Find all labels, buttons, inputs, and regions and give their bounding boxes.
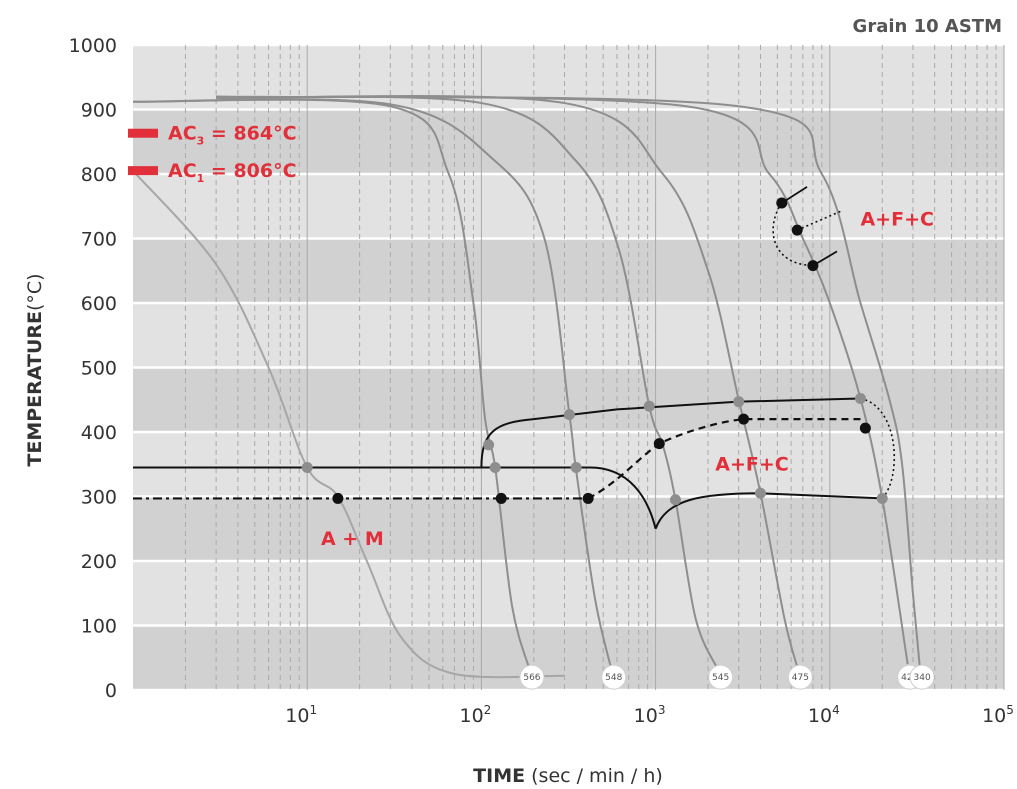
region-label: A+F+C bbox=[715, 454, 788, 476]
ac-label: AC1 = 806°C bbox=[168, 160, 297, 185]
y-tick-label: 300 bbox=[81, 487, 117, 509]
bainite-start-line bbox=[480, 397, 861, 468]
curve-point bbox=[733, 396, 745, 408]
curve-point bbox=[876, 492, 888, 504]
hardness-marker bbox=[601, 664, 627, 690]
chart-labels: 5665485454754263400100200300400500600700… bbox=[24, 16, 1014, 787]
dotted-boundary bbox=[860, 397, 896, 499]
cooling-curve-548 bbox=[132, 98, 613, 671]
curve-point bbox=[563, 409, 575, 421]
data-points bbox=[301, 197, 888, 506]
hardness-label: 548 bbox=[605, 673, 622, 683]
ac-marker bbox=[128, 166, 158, 176]
transformation-point bbox=[776, 197, 788, 209]
cooling-curve-545 bbox=[216, 95, 720, 672]
transformation-point bbox=[582, 492, 594, 504]
band bbox=[133, 496, 1004, 561]
y-tick-label: 0 bbox=[105, 680, 117, 702]
transformation-point bbox=[807, 260, 819, 272]
x-tick-label: 104 bbox=[808, 703, 840, 727]
x-tick-label: 105 bbox=[982, 703, 1014, 727]
cooling-curves bbox=[132, 94, 922, 679]
curve-point bbox=[489, 461, 501, 473]
y-tick-label: 100 bbox=[81, 616, 117, 638]
region-label: A + M bbox=[321, 528, 384, 550]
lower-end-line bbox=[654, 492, 883, 530]
curve-point bbox=[570, 461, 582, 473]
band bbox=[133, 238, 1004, 303]
chart-title: Grain 10 ASTM bbox=[853, 16, 1002, 37]
x-tick-label: 102 bbox=[459, 703, 491, 727]
x-tick-label: 103 bbox=[634, 703, 666, 727]
y-tick-label: 400 bbox=[81, 422, 117, 444]
y-tick-label: 500 bbox=[81, 358, 117, 380]
y-tick-label: 600 bbox=[81, 293, 117, 315]
curve-point bbox=[669, 494, 681, 506]
hardness-marker bbox=[787, 664, 813, 690]
x-tick-label: 101 bbox=[285, 703, 317, 727]
hardness-marker bbox=[519, 664, 545, 690]
y-axis-title: TEMPERATURE(°C) bbox=[24, 273, 46, 466]
transformation-point bbox=[495, 492, 507, 504]
hardness-marker bbox=[909, 664, 935, 690]
band bbox=[133, 625, 1004, 690]
hardness-label: 475 bbox=[792, 673, 809, 683]
curve-point bbox=[301, 461, 313, 473]
transformation-point bbox=[791, 224, 803, 236]
ferrite-arc bbox=[772, 202, 813, 267]
transformation-point bbox=[653, 438, 665, 450]
transformation-point bbox=[738, 413, 750, 425]
cooling-curve-566 bbox=[132, 98, 531, 671]
y-tick-label: 900 bbox=[81, 100, 117, 122]
ac-label: AC3 = 864°C bbox=[168, 123, 297, 148]
curve-point bbox=[854, 392, 866, 404]
curve-point bbox=[643, 400, 655, 412]
transformation-point bbox=[332, 492, 344, 504]
hardness-label: 545 bbox=[712, 673, 729, 683]
bainite-end-line bbox=[481, 466, 657, 529]
curve-point bbox=[754, 487, 766, 499]
x-axis-title: TIME (sec / min / h) bbox=[473, 765, 663, 787]
y-tick-label: 200 bbox=[81, 551, 117, 573]
region-label: A+F+C bbox=[860, 209, 933, 231]
curve-point bbox=[483, 439, 495, 451]
transformation-point bbox=[859, 422, 871, 434]
y-tick-label: 1000 bbox=[69, 35, 117, 57]
hardness-label: 340 bbox=[914, 673, 931, 683]
ac-marker bbox=[128, 128, 158, 138]
hardness-label: 566 bbox=[523, 673, 540, 683]
cooling-curve-340 bbox=[216, 95, 922, 671]
y-tick-label: 700 bbox=[81, 229, 117, 251]
y-tick-label: 800 bbox=[81, 164, 117, 186]
band bbox=[133, 109, 1004, 174]
hardness-marker bbox=[708, 664, 734, 690]
